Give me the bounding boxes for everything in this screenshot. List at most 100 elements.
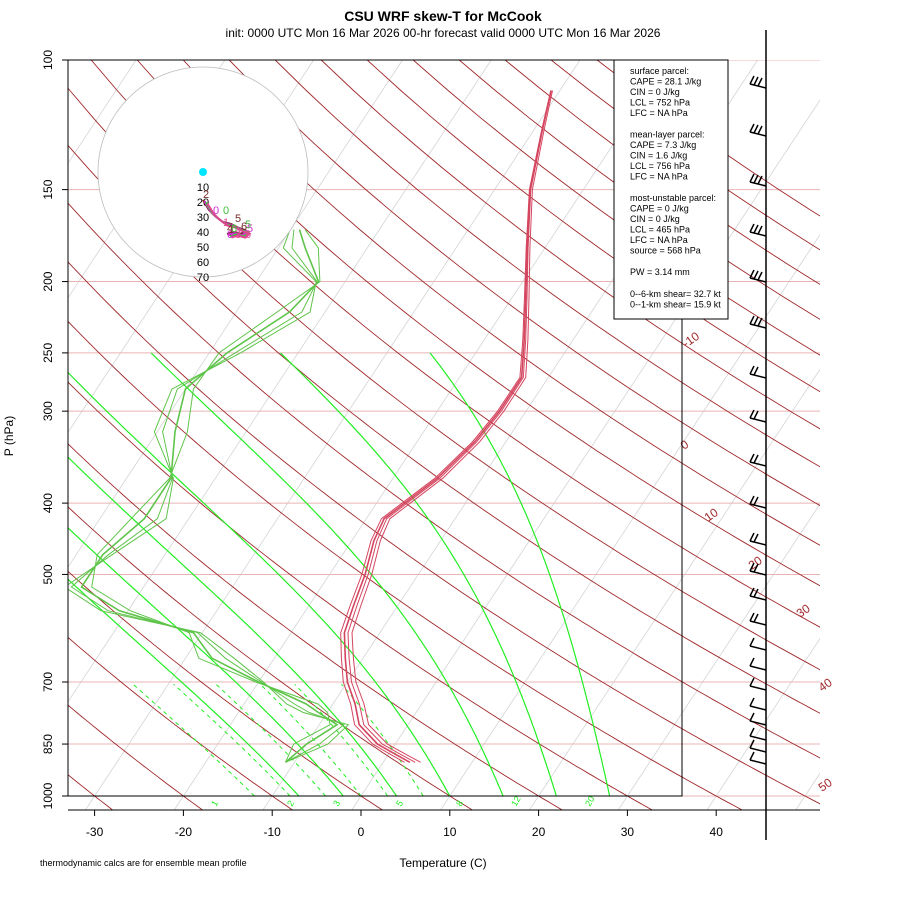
wind-barb-feather: [749, 223, 755, 233]
temperature-tick-label: -20: [175, 825, 193, 839]
hodograph-level-label: 6: [245, 229, 251, 241]
wind-barb-feather: [749, 365, 755, 375]
parcel-header: mean-layer parcel:: [630, 130, 705, 140]
pressure-tick-label: 850: [41, 734, 55, 754]
dry-adiabat-line: [366, 60, 820, 393]
dewpoint-trace: [91, 229, 331, 763]
isotherm-line: [795, 772, 820, 810]
dry-adiabat-line: [68, 506, 474, 810]
parcel-value: CAPE = 0 J/kg: [630, 204, 689, 214]
parcel-header: most-unstable parcel:: [630, 193, 716, 203]
temperature-tick-label: 40: [710, 825, 724, 839]
mixing-ratio-line: [341, 683, 424, 797]
hodograph-level-label: 4: [227, 223, 233, 235]
wind-barb-feather: [749, 315, 755, 325]
dry-adiabat-line: [68, 261, 820, 805]
temperature-tick-label: 10: [443, 825, 457, 839]
wind-barb-feather: [753, 270, 759, 280]
moist-adiabat-label: 5: [394, 799, 405, 808]
dry-adiabat-line: [68, 704, 204, 810]
wind-barb-feather: [757, 225, 763, 235]
temperature-trace: [351, 90, 553, 763]
wind-barb-shaft: [749, 735, 767, 741]
hodograph-level-label: 2: [203, 189, 209, 201]
isotherm-line: [173, 60, 670, 810]
shear-value: 0--6-km shear= 32.7 kt: [630, 289, 721, 299]
dewpoint-traces: [68, 229, 350, 763]
wind-barb-feather: [749, 657, 755, 667]
wind-barb-feather: [749, 751, 755, 761]
moist-adiabat-label: 2: [285, 799, 296, 808]
pressure-tick-label: 100: [41, 50, 55, 70]
wind-barb-shaft: [749, 747, 767, 753]
mixing-ratio-line: [294, 683, 389, 797]
chart-title: CSU WRF skew-T for McCook: [344, 8, 542, 24]
dry-adiabat-line: [136, 60, 820, 587]
dewpoint-trace: [80, 229, 339, 763]
isotherm-line: [617, 503, 820, 810]
dry-adiabat-label: 30: [794, 601, 813, 620]
hodograph-level-label: 5: [235, 213, 241, 225]
y-axis-label: P (hPa): [2, 416, 16, 456]
temperature-tick-label: -10: [264, 825, 282, 839]
isotherm-line: [706, 637, 820, 810]
footnote: thermodynamic calcs are for ensemble mea…: [40, 858, 247, 868]
hodograph-level-label: 5: [247, 223, 253, 235]
x-axis-label: Temperature (C): [399, 856, 486, 870]
info-box-frame: [613, 59, 729, 320]
wind-barb-feather: [749, 453, 755, 463]
wind-barb-feather: [753, 124, 759, 134]
hodograph-ring-label: 60: [197, 257, 209, 269]
chart-subtitle: init: 0000 UTC Mon 16 Mar 2026 00-hr for…: [226, 26, 661, 40]
moist-adiabat-line: [150, 352, 504, 797]
wind-barb-feather: [757, 175, 763, 185]
isotherm-line: [351, 99, 820, 810]
wind-barb-feather: [753, 224, 759, 234]
pressure-tick-label: 300: [41, 401, 55, 421]
temperature-trace: [343, 90, 552, 764]
wind-barb-shaft: [749, 503, 767, 509]
hodograph-ring-label: 10: [197, 182, 209, 194]
parcel-value: LFC = NA hPa: [630, 172, 688, 182]
dry-adiabat-line: [320, 60, 820, 430]
dewpoint-trace: [68, 229, 350, 763]
wind-barb-feather: [753, 496, 759, 506]
wind-barb-feather: [749, 637, 755, 647]
hodograph-surface-marker: [199, 168, 207, 176]
wind-barb-feather: [749, 75, 755, 85]
wind-barb-shaft: [749, 417, 767, 423]
dry-adiabat-line: [68, 320, 743, 810]
isotherm-line: [84, 60, 581, 810]
wind-barb-shaft: [749, 570, 767, 576]
wind-barb-feather: [749, 697, 755, 707]
wind-barb-feather: [749, 677, 755, 687]
wind-barb-shaft: [749, 720, 767, 726]
wind-barb-feather: [753, 366, 759, 376]
parcel-value: LCL = 756 hPa: [630, 161, 690, 171]
wind-barb-feather: [757, 125, 763, 135]
moist-adiabat-labels: 1 2 3 5 8 12 20: [209, 794, 597, 808]
isotherm-line: [68, 60, 492, 703]
hodograph-level-label: 0: [223, 205, 229, 217]
wind-barb-feather: [749, 532, 755, 542]
wind-barb-feather: [757, 77, 763, 87]
parcel-value: CAPE = 28.1 J/kg: [630, 77, 701, 87]
dry-adiabat-line: [68, 381, 654, 810]
moist-adiabat-label: 8: [454, 799, 465, 808]
wind-barb-feather: [753, 316, 759, 326]
dry-adiabat-line: [90, 60, 820, 628]
wind-barb-shaft: [749, 645, 767, 651]
parcel-value: LFC = NA hPa: [630, 235, 688, 245]
wind-barb-feather: [753, 410, 759, 420]
wind-barb-feather: [757, 271, 763, 281]
parcel-value: CIN = 0 J/kg: [630, 87, 680, 97]
shear-value: 0--1-km shear= 15.9 kt: [630, 300, 721, 310]
hodograph-ring-label: 30: [197, 212, 209, 224]
wind-barb-shaft: [749, 540, 767, 546]
hodograph-trace: [206, 203, 252, 239]
dry-adiabat-label: -10: [680, 329, 703, 351]
moist-adiabat-line: [68, 578, 300, 797]
